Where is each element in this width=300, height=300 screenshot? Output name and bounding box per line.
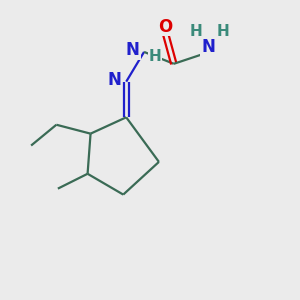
Text: O: O: [158, 18, 172, 36]
Text: N: N: [126, 41, 140, 59]
Text: N: N: [107, 71, 121, 89]
Text: H: H: [190, 24, 202, 39]
Text: H: H: [149, 49, 162, 64]
Text: H: H: [216, 24, 229, 39]
Text: N: N: [201, 38, 215, 56]
